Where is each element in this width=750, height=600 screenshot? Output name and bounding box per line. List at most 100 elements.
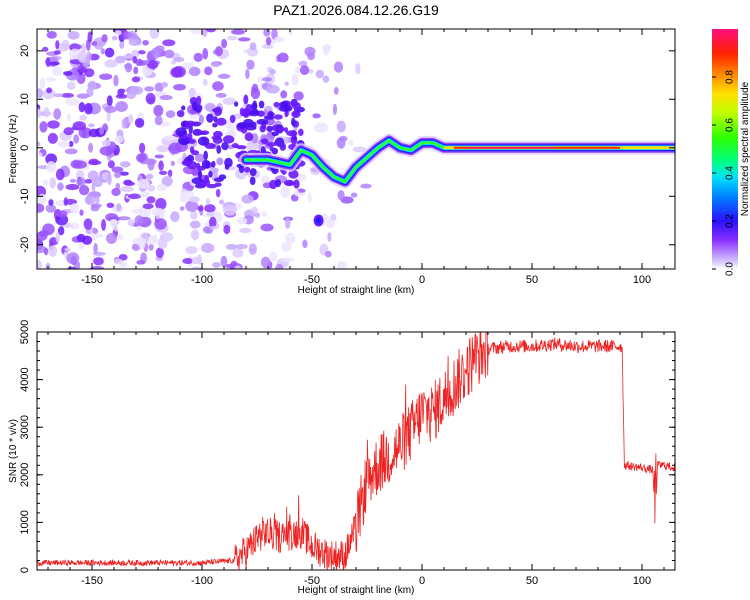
noise-blob [291, 117, 296, 127]
noise-blob [263, 115, 275, 120]
noise-blob [149, 29, 160, 39]
noise-blob [285, 232, 296, 245]
spectrogram-y-ticks: -20 -10 0 10 20 [19, 45, 675, 253]
noise-blob [179, 206, 185, 211]
noise-blob [221, 38, 228, 49]
noise-blob [37, 88, 44, 99]
noise-blob [113, 149, 118, 156]
noise-blob [146, 60, 159, 70]
noise-blob [49, 177, 56, 189]
noise-blob [76, 233, 86, 243]
noise-blob [322, 75, 330, 83]
noise-blob [45, 57, 51, 67]
noise-blob [51, 66, 63, 77]
cb-tick-label: 0.2 [725, 214, 736, 228]
cb-tick-label: 0.6 [725, 118, 736, 132]
noise-blob [158, 170, 168, 176]
noise-blob [298, 60, 308, 67]
noise-blob [39, 77, 46, 89]
y-tick-label: 0 [19, 567, 31, 573]
noise-blob [138, 50, 146, 55]
noise-blob [249, 168, 257, 177]
noise-blob [181, 160, 191, 166]
noise-blob [261, 77, 272, 82]
noise-blob [63, 71, 73, 76]
x-tick-label: -150 [81, 575, 103, 587]
noise-blob [93, 176, 103, 188]
noise-blob [280, 242, 292, 252]
x-tick-label: 0 [419, 274, 425, 286]
noise-blob [275, 179, 282, 188]
noise-blob [251, 83, 259, 93]
noise-blob [43, 247, 49, 256]
noise-blob [46, 87, 53, 94]
noise-blob [204, 66, 213, 76]
y-tick-label: -20 [19, 237, 31, 253]
noise-blob [180, 190, 194, 199]
noise-blob [138, 238, 146, 250]
noise-blob [265, 36, 272, 46]
x-tick-label: -100 [191, 575, 213, 587]
noise-blob [115, 101, 128, 112]
noise-blob [197, 136, 210, 146]
noise-blob [114, 258, 123, 264]
noise-blob [91, 41, 98, 46]
noise-blob [197, 170, 203, 179]
noise-blob [295, 66, 301, 74]
noise-blob [161, 81, 168, 88]
noise-blob [234, 101, 239, 107]
noise-blob [66, 252, 80, 265]
noise-blob [277, 52, 289, 63]
noise-blob [91, 203, 102, 209]
noise-blob [206, 212, 215, 217]
noise-blob [101, 139, 111, 147]
noise-blob [37, 141, 41, 147]
noise-blob [133, 66, 139, 75]
noise-blob [263, 29, 271, 37]
noise-blob [191, 266, 204, 269]
noise-blob [121, 118, 127, 129]
noise-blob [76, 177, 87, 187]
noise-blob [288, 169, 299, 179]
noise-blob [216, 157, 224, 166]
noise-blob [118, 253, 128, 261]
noise-blob [117, 88, 126, 94]
noise-blob [290, 129, 297, 138]
track-green [244, 139, 675, 183]
noise-blob [127, 193, 142, 200]
noise-blob [159, 95, 173, 101]
noise-blob [194, 130, 207, 136]
noise-blob [162, 39, 176, 47]
snr-xlabel: Height of straight line (km) [298, 585, 415, 596]
noise-blob [205, 29, 217, 33]
noise-blob [182, 258, 194, 265]
noise-blob [45, 77, 57, 82]
noise-blob [119, 161, 131, 168]
noise-blob [151, 47, 163, 58]
noise-blob [251, 121, 257, 129]
noise-blob [45, 153, 58, 165]
noise-blob [37, 193, 47, 205]
noise-blob [88, 123, 95, 128]
noise-blob [131, 76, 141, 83]
noise-blob [307, 192, 312, 203]
noise-blob [275, 263, 284, 269]
noise-blob [234, 265, 241, 269]
noise-blob [180, 138, 187, 145]
noise-blob [269, 251, 278, 262]
noise-blob [42, 46, 49, 52]
noise-blob [186, 154, 195, 163]
noise-blob [244, 132, 254, 142]
noise-blob [238, 227, 252, 234]
noise-blob [109, 219, 119, 225]
noise-blob [138, 142, 146, 154]
noise-blob [46, 31, 57, 39]
spectrogram-x-ticks: -150 -100 -50 0 50 100 [47, 29, 665, 286]
noise-blob [154, 90, 162, 96]
y-tick-label: 0 [19, 145, 31, 151]
noise-blob [104, 47, 115, 58]
noise-blob [145, 173, 154, 180]
noise-blob [206, 183, 218, 189]
noise-blob [232, 248, 244, 258]
noise-blob [153, 104, 164, 117]
